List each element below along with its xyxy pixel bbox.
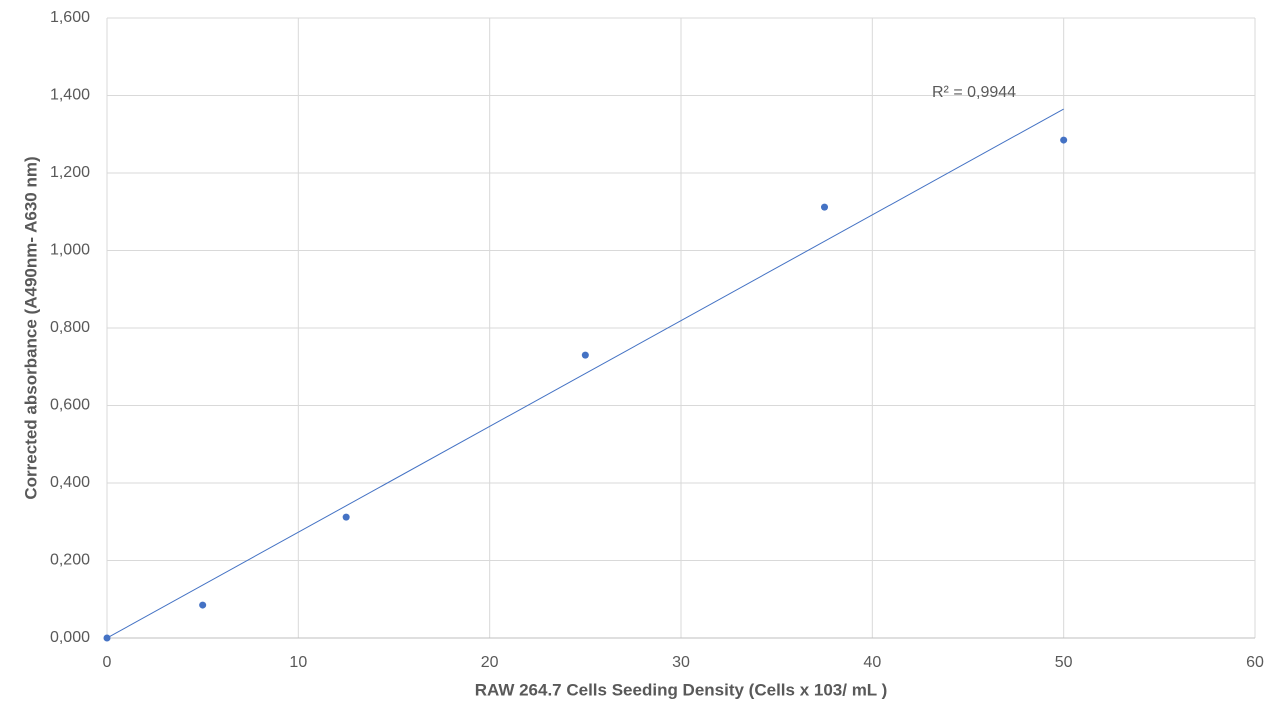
x-tick-label: 50 (1055, 654, 1073, 671)
x-tick-label: 40 (863, 654, 881, 671)
x-tick-label: 0 (103, 654, 112, 671)
data-point (581, 351, 589, 359)
x-tick-label: 30 (672, 654, 690, 671)
y-tick-label: 1,400 (50, 87, 90, 104)
y-tick-label: 1,600 (50, 9, 90, 26)
trendline (106, 108, 1064, 639)
y-tick-label: 0,600 (50, 397, 90, 414)
x-tick-label: 10 (289, 654, 307, 671)
data-point (1060, 136, 1068, 144)
annotation: R² = 0,9944 (932, 84, 1016, 101)
data-point (103, 634, 111, 642)
y-tick-label: 0,000 (50, 629, 90, 646)
y-tick-label: 0,200 (50, 552, 90, 569)
y-tick-label: 0,400 (50, 474, 90, 491)
data-point (821, 203, 828, 211)
data-point (199, 601, 207, 609)
x-axis-title: RAW 264.7 Cells Seeding Density (Cells x… (475, 680, 888, 699)
y-tick-label: 0,800 (50, 319, 90, 336)
x-tick-label: 60 (1246, 654, 1264, 671)
y-tick-label: 1,200 (50, 164, 90, 181)
y-tick-label: 1,000 (50, 242, 90, 259)
data-point (342, 513, 350, 521)
x-tick-label: 20 (481, 654, 499, 671)
y-axis-title: Corrected absorbance (A490nm- A630 nm) (21, 156, 40, 499)
